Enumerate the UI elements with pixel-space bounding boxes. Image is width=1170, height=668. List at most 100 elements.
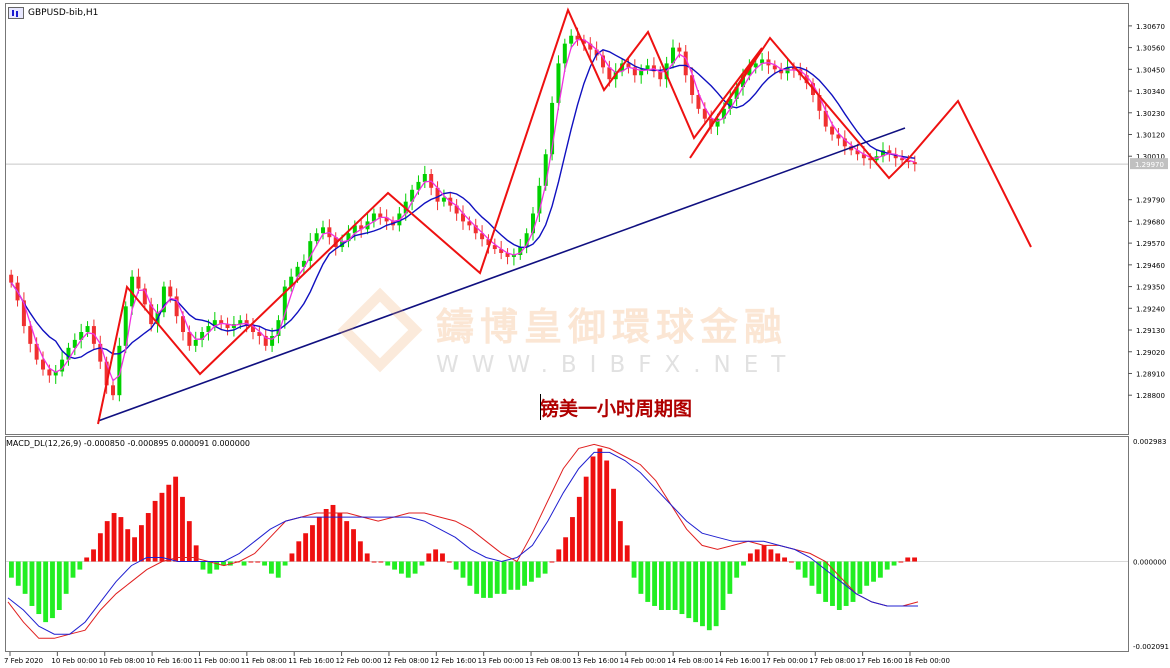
macd-bar-positive — [754, 549, 760, 562]
macd-bar-negative — [884, 561, 890, 570]
macd-bar-positive — [84, 557, 90, 562]
watermark-url: WWW.BIBFX.NET — [436, 352, 799, 378]
macd-bar-positive — [145, 513, 151, 562]
macd-bar-positive — [139, 525, 144, 562]
candle-bear — [467, 221, 472, 226]
macd-bar-positive — [186, 521, 192, 562]
candle-bull — [562, 43, 567, 64]
candle-bear — [359, 225, 364, 230]
candle-bull — [531, 213, 535, 234]
macd-bar-negative — [529, 561, 534, 582]
macd-bar-negative — [795, 561, 801, 570]
macd-bar-positive — [446, 561, 452, 563]
price-tick-label: 1.29460 — [1136, 262, 1165, 270]
candle-bull — [556, 63, 561, 103]
candle-bear — [791, 67, 796, 70]
macd-tick-label: 0.002983 — [1133, 438, 1166, 446]
macd-bar-negative — [200, 561, 206, 570]
macd-bar-negative — [522, 561, 527, 586]
macd-bar-positive — [152, 500, 158, 562]
macd-bar-negative — [542, 561, 548, 574]
candle-bear — [677, 47, 682, 52]
macd-bar-negative — [22, 561, 28, 594]
candle-bear — [855, 150, 860, 155]
candle-bear — [868, 158, 873, 161]
candle-bull — [231, 324, 236, 329]
candle-bull — [422, 174, 427, 182]
macd-bar-negative — [481, 561, 486, 598]
candle-bull — [753, 63, 758, 68]
macd-bar-positive — [166, 484, 172, 562]
macd-bar-positive — [556, 549, 562, 562]
macd-bar-positive — [132, 537, 137, 562]
candle-bear — [435, 187, 440, 202]
macd-bar-negative — [487, 561, 493, 598]
candle-bull — [352, 225, 357, 234]
macd-bar-negative — [29, 561, 35, 606]
macd-bar-positive — [747, 553, 753, 562]
macd-bar-negative — [734, 561, 740, 578]
macd-bar-negative — [412, 561, 418, 574]
candle-bear — [912, 162, 917, 165]
candle-bear — [486, 239, 491, 246]
candle-bull — [734, 87, 739, 99]
candle-bull — [72, 339, 77, 348]
candle-bear — [473, 225, 478, 234]
time-tick-label: 12 Feb 16:00 — [430, 657, 476, 665]
macd-bar-negative — [850, 561, 856, 602]
macd-bar-negative — [269, 561, 274, 574]
macd-bar-positive — [433, 549, 439, 562]
candle-bear — [251, 326, 255, 332]
candle-bull — [747, 67, 752, 76]
macd-bar-negative — [275, 561, 281, 578]
candle-bear — [830, 126, 835, 135]
time-tick-label: 13 Feb 08:00 — [525, 657, 571, 665]
macd-bar-negative — [494, 561, 500, 594]
macd-bar-positive — [193, 545, 199, 562]
macd-bar-positive — [768, 549, 774, 562]
macd-bar-negative — [802, 561, 808, 578]
candle-bear — [187, 332, 192, 346]
macd-bar-negative — [830, 561, 835, 606]
price-tick-label: 1.29130 — [1136, 327, 1165, 335]
macd-bar-negative — [836, 561, 842, 611]
candle-bull — [511, 254, 516, 257]
macd-bar-positive — [296, 541, 302, 562]
candle-bear — [906, 160, 911, 163]
candle-bear — [219, 320, 224, 325]
macd-bar-negative — [638, 561, 644, 594]
macd-bar-positive — [775, 553, 781, 562]
macd-bar-positive — [111, 513, 117, 562]
time-tick-label: 7 Feb 2020 — [4, 657, 43, 665]
macd-bar-positive — [604, 460, 610, 562]
macd-bar-negative — [241, 561, 247, 566]
candle-bear — [111, 385, 115, 396]
macd-bar-positive — [180, 496, 185, 562]
candle-bear — [588, 43, 593, 50]
macd-bar-negative — [515, 561, 521, 590]
macd-bar-positive — [97, 533, 103, 562]
macd-bar-negative — [741, 561, 746, 566]
macd-bar-positive — [125, 529, 131, 562]
candle-bear — [836, 134, 841, 139]
candle-bear — [900, 158, 905, 161]
candle-bear — [575, 35, 580, 40]
chart-title-badge: GBPUSD-bib,H1 — [8, 7, 98, 19]
macd-bar-positive — [898, 561, 904, 563]
candle-bull — [270, 335, 275, 346]
candle-bull — [123, 306, 128, 346]
price-tick-label: 1.30120 — [1136, 132, 1165, 140]
price-tick-label: 1.29790 — [1136, 197, 1165, 205]
macd-bar-positive — [905, 557, 911, 562]
price-tick-label: 1.30450 — [1136, 66, 1165, 74]
price-tick-label: 1.29020 — [1136, 349, 1165, 357]
moving-average-magenta-line — [10, 39, 915, 382]
macd-bar-positive — [351, 529, 356, 562]
macd-bar-negative — [727, 561, 733, 594]
macd-bar-positive — [624, 545, 630, 562]
macd-bar-negative — [891, 561, 897, 566]
macd-bar-negative — [857, 561, 863, 594]
candle-bear — [779, 69, 784, 74]
